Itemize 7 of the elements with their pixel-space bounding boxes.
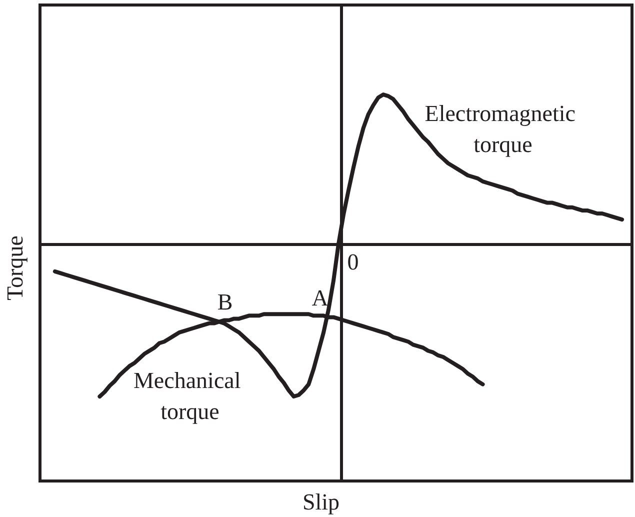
annotation: A [312,286,329,311]
series-label: Mechanical torque [133,368,247,424]
series-label: Electromagnetic torque [424,101,582,157]
annotation: 0 [347,250,359,274]
x-axis-title: Slip [302,490,340,514]
annotation: B [217,290,233,315]
y-axis-title: Torque [2,236,28,300]
